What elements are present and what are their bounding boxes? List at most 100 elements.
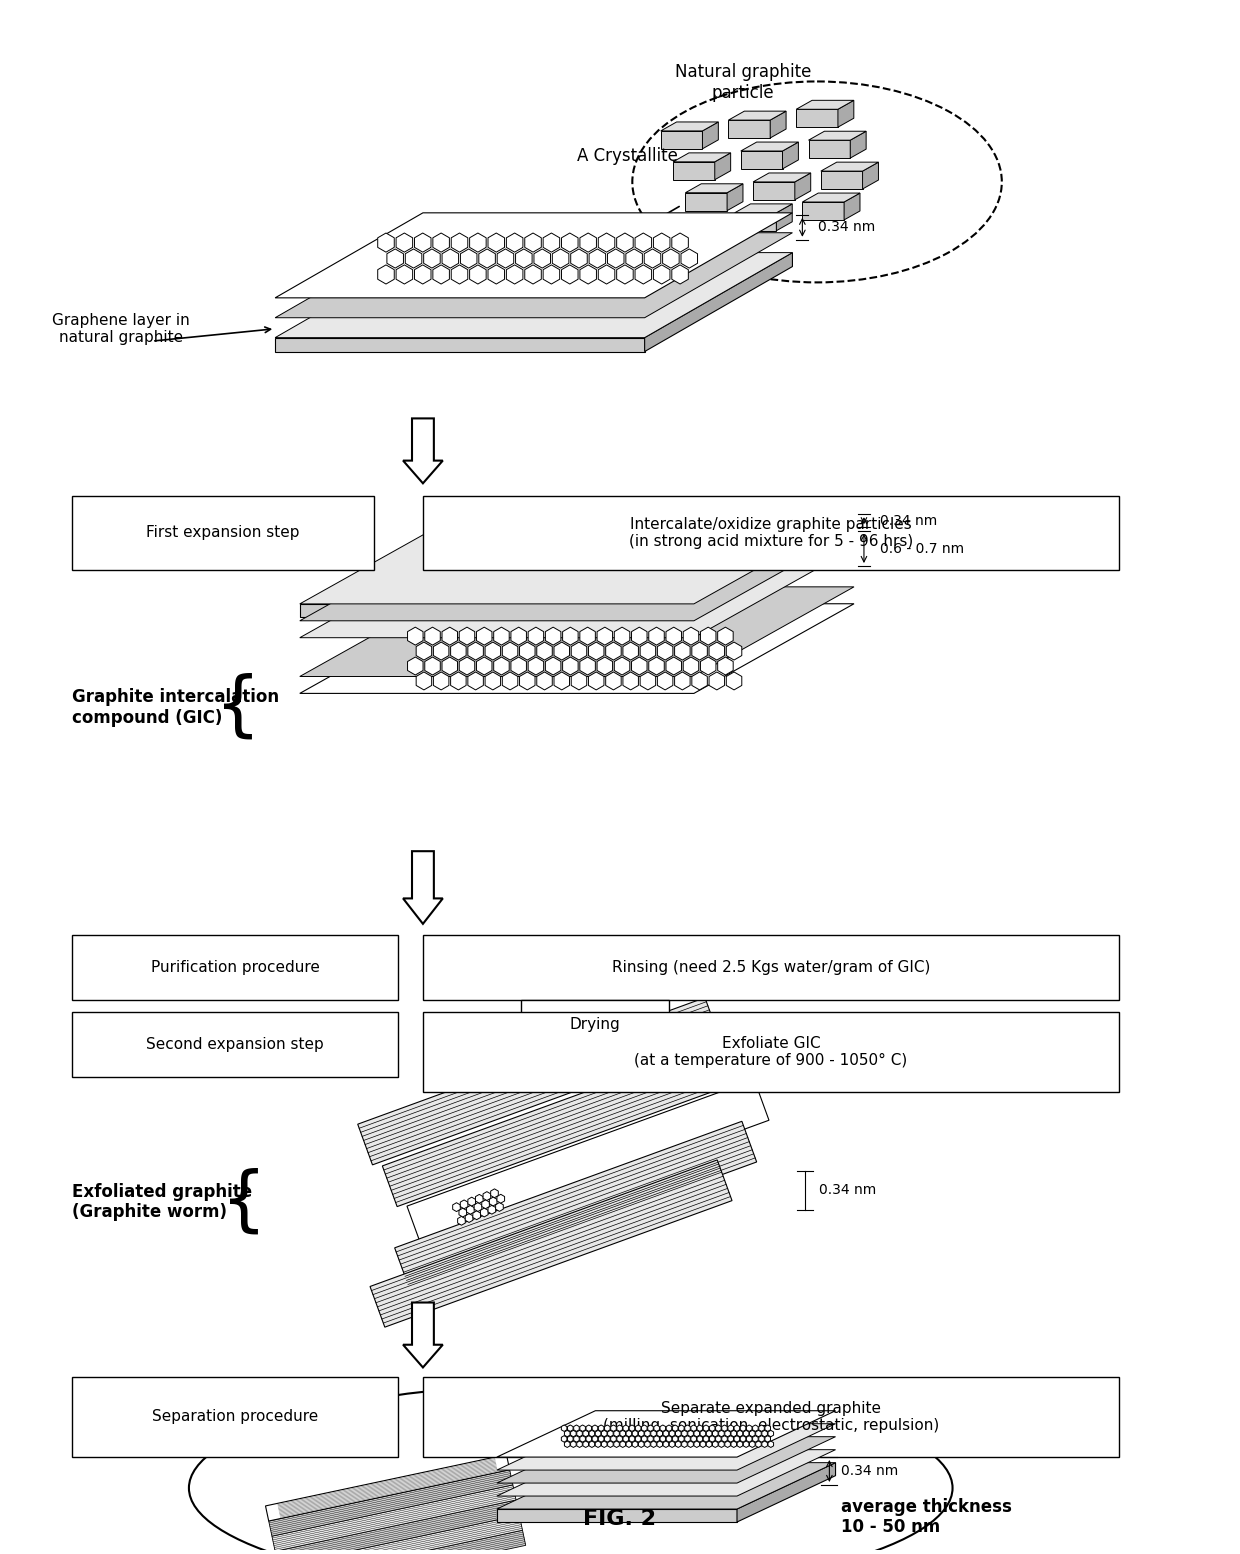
Polygon shape (451, 233, 467, 252)
Polygon shape (574, 1436, 579, 1442)
Text: Rinsing (need 2.5 Kgs water/gram of GIC): Rinsing (need 2.5 Kgs water/gram of GIC) (611, 960, 930, 974)
Polygon shape (838, 101, 854, 127)
Polygon shape (635, 1436, 641, 1442)
Polygon shape (598, 233, 615, 252)
Polygon shape (755, 1441, 761, 1447)
Polygon shape (511, 657, 527, 674)
Polygon shape (725, 1441, 730, 1447)
Polygon shape (272, 1486, 516, 1551)
Polygon shape (580, 657, 595, 674)
Polygon shape (425, 657, 440, 674)
Polygon shape (734, 213, 776, 230)
Polygon shape (694, 514, 854, 617)
Polygon shape (740, 1425, 745, 1431)
Polygon shape (746, 1425, 751, 1431)
Polygon shape (676, 1430, 681, 1437)
Polygon shape (718, 628, 733, 645)
Polygon shape (470, 233, 486, 252)
Polygon shape (387, 249, 403, 269)
Polygon shape (378, 233, 394, 252)
Polygon shape (405, 249, 422, 269)
Polygon shape (753, 1425, 758, 1431)
Polygon shape (568, 1436, 573, 1442)
Text: {: { (222, 1167, 268, 1237)
Polygon shape (701, 1441, 706, 1447)
Polygon shape (497, 1462, 836, 1509)
Polygon shape (851, 131, 866, 159)
Polygon shape (725, 1430, 730, 1437)
Polygon shape (490, 1197, 497, 1206)
Polygon shape (672, 1425, 678, 1431)
Polygon shape (614, 1430, 619, 1437)
FancyBboxPatch shape (72, 934, 398, 999)
Polygon shape (667, 224, 708, 241)
Polygon shape (660, 1425, 666, 1431)
Polygon shape (574, 1425, 579, 1431)
Polygon shape (657, 1430, 662, 1437)
Polygon shape (577, 1441, 583, 1447)
Polygon shape (537, 642, 552, 660)
Polygon shape (676, 1441, 681, 1447)
Polygon shape (580, 628, 595, 645)
Polygon shape (753, 1436, 758, 1442)
Polygon shape (480, 1207, 489, 1217)
Polygon shape (589, 671, 604, 690)
Polygon shape (589, 642, 604, 660)
Polygon shape (441, 657, 458, 674)
Polygon shape (598, 264, 615, 284)
Polygon shape (614, 657, 630, 674)
Polygon shape (645, 1430, 650, 1437)
Polygon shape (300, 605, 694, 617)
Polygon shape (755, 1430, 761, 1437)
Polygon shape (808, 131, 866, 140)
Polygon shape (417, 642, 432, 660)
Polygon shape (651, 1441, 656, 1447)
Polygon shape (709, 642, 724, 660)
Polygon shape (593, 1436, 598, 1442)
Polygon shape (666, 657, 682, 674)
Polygon shape (598, 628, 613, 645)
Polygon shape (719, 1430, 724, 1437)
Polygon shape (537, 671, 552, 690)
Polygon shape (466, 1206, 474, 1214)
Polygon shape (759, 1436, 764, 1442)
Polygon shape (635, 233, 651, 252)
Polygon shape (740, 1436, 745, 1442)
Polygon shape (746, 1436, 751, 1442)
Polygon shape (562, 1425, 567, 1431)
Polygon shape (608, 249, 624, 269)
Polygon shape (434, 671, 449, 690)
Polygon shape (863, 162, 878, 190)
Polygon shape (275, 337, 645, 351)
Polygon shape (497, 1411, 836, 1458)
Polygon shape (737, 1430, 743, 1437)
Polygon shape (808, 140, 851, 159)
Polygon shape (722, 1436, 728, 1442)
Polygon shape (451, 264, 467, 284)
Polygon shape (570, 1430, 577, 1437)
Polygon shape (670, 1430, 675, 1437)
Polygon shape (620, 1430, 625, 1437)
Text: 0.34 nm: 0.34 nm (841, 1464, 899, 1478)
Polygon shape (657, 1441, 662, 1447)
Polygon shape (407, 1080, 769, 1246)
Polygon shape (620, 1441, 625, 1447)
Polygon shape (657, 671, 673, 690)
Polygon shape (543, 264, 559, 284)
Text: FIG. 2: FIG. 2 (584, 1509, 656, 1529)
Polygon shape (614, 1441, 619, 1447)
Polygon shape (734, 1425, 739, 1431)
Polygon shape (672, 264, 688, 284)
Polygon shape (434, 642, 449, 660)
Polygon shape (554, 671, 569, 690)
Polygon shape (502, 642, 518, 660)
Polygon shape (768, 1430, 774, 1437)
Polygon shape (732, 1430, 737, 1437)
Polygon shape (626, 1430, 631, 1437)
Polygon shape (645, 253, 792, 351)
Polygon shape (719, 1441, 724, 1447)
Polygon shape (761, 1441, 768, 1447)
Polygon shape (682, 1430, 687, 1437)
Polygon shape (675, 642, 691, 660)
Polygon shape (580, 264, 596, 284)
